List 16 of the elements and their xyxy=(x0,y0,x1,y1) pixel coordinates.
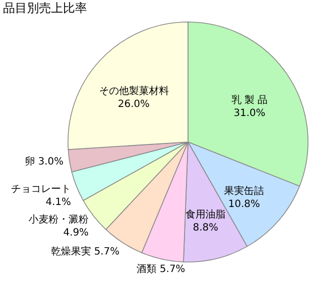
slice-label: 食用油脂 xyxy=(186,208,226,220)
slice-label: 小麦粉・澱粉 xyxy=(28,214,89,226)
chart-title: 品目別売上比率 xyxy=(3,1,87,15)
data-label: 8.8% xyxy=(192,222,218,234)
slice-label: 果実缶詰 xyxy=(224,184,264,197)
slice-label: チョコレート xyxy=(10,184,71,195)
data-label: 10.8% xyxy=(228,198,260,210)
slice-label: 卵 3.0% xyxy=(24,156,64,168)
data-label: 4.1% xyxy=(46,196,71,208)
slice-label: 乾燥果実 5.7% xyxy=(50,246,120,258)
slice-label: 乳 製 品 xyxy=(231,94,268,106)
slice-label: その他製菓材料 xyxy=(98,85,169,98)
data-label: 4.9% xyxy=(63,228,89,239)
data-label: 26.0% xyxy=(118,99,150,110)
slice-label: 酒類 5.7% xyxy=(136,263,186,276)
data-label: 31.0% xyxy=(234,108,266,120)
